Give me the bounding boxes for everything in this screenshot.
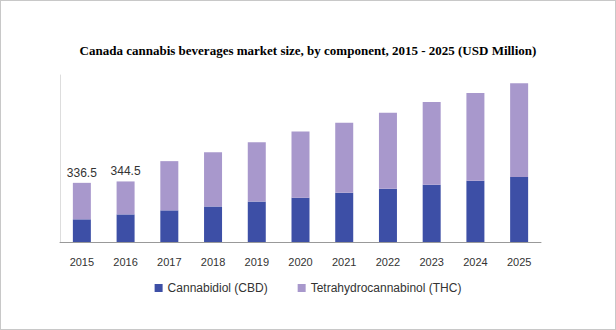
svg-text:2022: 2022 bbox=[376, 256, 400, 268]
svg-text:2023: 2023 bbox=[419, 256, 443, 268]
svg-text:2019: 2019 bbox=[245, 256, 269, 268]
svg-text:344.5: 344.5 bbox=[111, 164, 141, 178]
svg-text:2020: 2020 bbox=[288, 256, 312, 268]
svg-text:2021: 2021 bbox=[332, 256, 356, 268]
svg-text:2017: 2017 bbox=[157, 256, 181, 268]
svg-text:2025: 2025 bbox=[507, 256, 531, 268]
svg-text:336.5: 336.5 bbox=[67, 166, 97, 180]
svg-text:Tetrahydrocannabinol (THC): Tetrahydrocannabinol (THC) bbox=[311, 281, 462, 295]
svg-text:Canada cannabis beverages mark: Canada cannabis beverages market size, b… bbox=[80, 43, 537, 58]
svg-text:2015: 2015 bbox=[70, 256, 94, 268]
svg-text:2024: 2024 bbox=[463, 256, 487, 268]
svg-text:2016: 2016 bbox=[113, 256, 137, 268]
svg-text:Cannabidiol (CBD): Cannabidiol (CBD) bbox=[168, 281, 268, 295]
svg-text:2018: 2018 bbox=[201, 256, 225, 268]
